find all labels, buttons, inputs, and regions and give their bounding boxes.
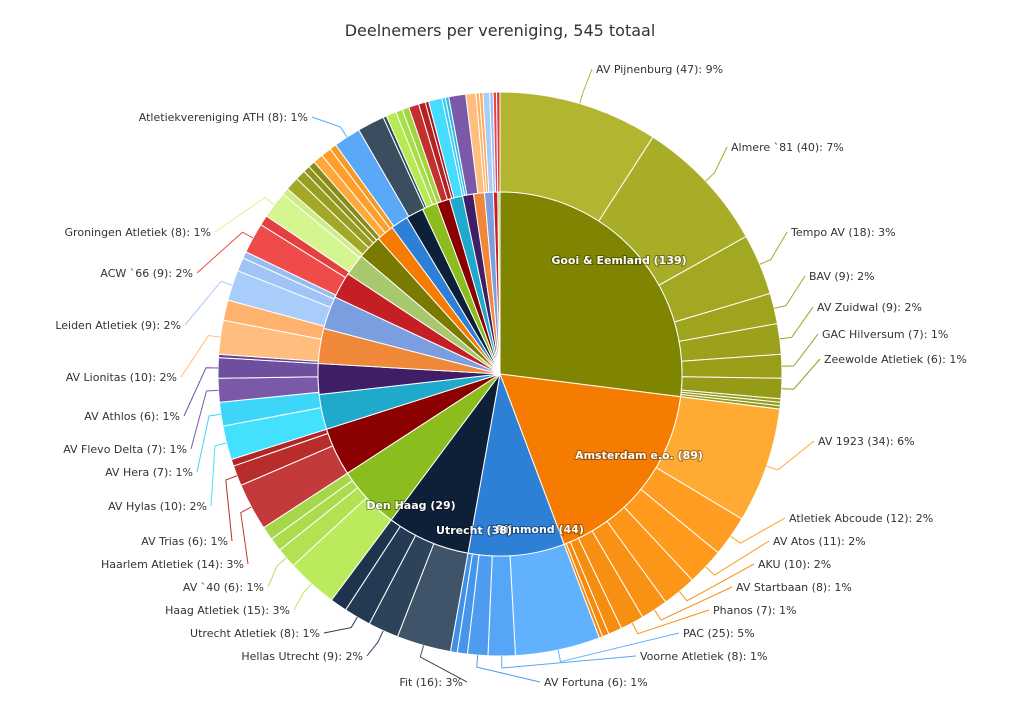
connector-21: [476, 655, 541, 683]
outer-label-35: AV Hylas (10): 2%: [108, 500, 207, 513]
outer-label-47: Groningen Atletiek (8): 1%: [65, 226, 211, 239]
connector-36: [196, 413, 221, 473]
outer-label-11: Atletiek Abcoude (12): 2%: [789, 512, 933, 525]
outer-label-40: AV Lionitas (10): 2%: [66, 371, 177, 384]
inner-label-utrecht: Utrecht (38): [436, 524, 512, 537]
connector-33: [225, 475, 238, 542]
connector-32: [240, 506, 252, 565]
outer-label-29: AV `40 (6): 1%: [183, 581, 264, 594]
outer-label-33: AV Trias (6): 1%: [141, 535, 228, 548]
connector-19: [557, 632, 680, 663]
connector-1: [705, 146, 728, 182]
connector-35: [210, 442, 227, 507]
connector-3: [774, 275, 806, 309]
outer-label-26: Utrecht Atletiek (8): 1%: [190, 627, 320, 640]
connector-15: [631, 609, 710, 635]
outer-label-21: AV Fortuna (6): 1%: [544, 676, 648, 689]
outer-label-28: Haag Atletiek (15): 3%: [165, 604, 290, 617]
outer-label-2: Tempo AV (18): 3%: [790, 226, 896, 239]
outer-label-36: AV Hera (7): 1%: [105, 466, 193, 479]
outer-label-1: Almere `81 (40): 7%: [731, 141, 844, 154]
data-labels: Gooi & Eemland (139) Amsterdam e.o. (89) R…: [55, 63, 967, 689]
outer-label-20: Voorne Atletiek (8): 1%: [640, 650, 767, 663]
outer-label-13: AKU (10): 2%: [758, 558, 831, 571]
connector-14: [654, 586, 733, 621]
connector-2: [759, 231, 788, 265]
outer-label-0: AV Pijnenburg (47): 9%: [596, 63, 723, 76]
connector-0: [579, 68, 593, 104]
inner-slice-overig-4[interactable]: [497, 191, 501, 375]
outer-label-15: Phanos (7): 1%: [713, 604, 797, 617]
label-connectors: [180, 68, 821, 683]
connector-42: [184, 280, 233, 326]
inner-ring: [317, 191, 683, 557]
outer-label-45: ACW `66 (9): 2%: [100, 267, 193, 280]
outer-label-6: Zeewolde Atletiek (6): 1%: [824, 353, 967, 366]
outer-label-38: AV Athlos (6): 1%: [84, 410, 180, 423]
connector-12: [705, 540, 770, 576]
connector-28: [293, 583, 312, 611]
connector-6: [781, 358, 821, 390]
outer-label-3: BAV (9): 2%: [809, 270, 875, 283]
connector-4: [779, 306, 814, 340]
connector-20: [501, 655, 637, 669]
outer-label-56: Atletiekvereniging ATH (8): 1%: [139, 111, 308, 124]
inner-label-den-haag: Den Haag (29): [366, 499, 455, 512]
outer-label-32: Haarlem Atletiek (14): 3%: [101, 558, 244, 571]
outer-label-42: Leiden Atletiek (9): 2%: [55, 319, 181, 332]
outer-label-25: Hellas Utrecht (9): 2%: [241, 650, 363, 663]
connector-24: [419, 645, 468, 683]
connector-13: [678, 563, 755, 602]
connector-11: [730, 517, 786, 544]
outer-label-24: Fit (16): 3%: [399, 676, 463, 689]
connector-45: [196, 231, 254, 274]
connector-25: [366, 630, 384, 657]
inner-label-amsterdam-e-o: Amsterdam e.o. (89): [575, 449, 703, 462]
outer-label-10: AV 1923 (34): 6%: [818, 435, 915, 448]
connector-26: [323, 616, 358, 634]
connector-38: [183, 367, 219, 417]
outer-label-14: AV Startbaan (8): 1%: [736, 581, 852, 594]
connector-10: [766, 440, 815, 471]
inner-slice-gooi-eemland[interactable]: [499, 191, 683, 398]
outer-label-4: AV Zuidwal (9): 2%: [817, 301, 922, 314]
outer-label-5: GAC Hilversum (7): 1%: [822, 328, 948, 341]
inner-label-rijnmond: Rijnmond (44): [496, 523, 584, 536]
inner-label-gooi-eemland: Gooi & Eemland (139): [551, 254, 686, 267]
connector-40: [180, 335, 221, 378]
connector-5: [781, 333, 819, 367]
connector-56: [311, 116, 348, 138]
inner-slice-amsterdam-e-o[interactable]: [499, 373, 682, 545]
outer-label-12: AV Atos (11): 2%: [773, 535, 866, 548]
chart-title: Deelnemers per vereniging, 545 totaal: [345, 21, 656, 40]
outer-label-37: AV Flevo Delta (7): 1%: [63, 443, 187, 456]
connector-47: [214, 196, 275, 233]
connector-29: [267, 557, 287, 588]
outer-label-19: PAC (25): 5%: [683, 627, 755, 640]
connector-37: [190, 389, 219, 450]
